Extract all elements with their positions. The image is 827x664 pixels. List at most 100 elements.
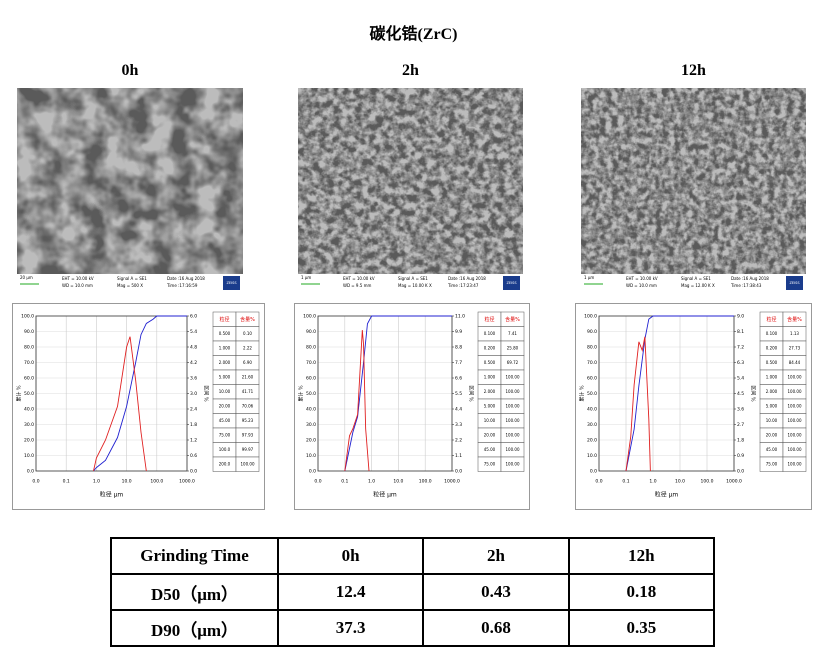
table-value: 100.0 [219, 447, 231, 452]
y2-tick-label: 6.3 [737, 360, 744, 366]
table-header: 粒径 [766, 316, 776, 323]
table-value: 0.500 [766, 360, 778, 365]
table-value: 100.00 [506, 461, 520, 466]
info-bar [581, 274, 806, 292]
x-tick-label: 10.0 [675, 479, 685, 485]
y-tick-label: 60.0 [587, 376, 597, 382]
table-value: 100.00 [506, 403, 520, 408]
sem-info: Time :17:16:59 [166, 283, 198, 288]
psd-chart: 0.0 10.0 20.0 30.0 40.0 50.0 60.0 70.0 80.0 90.0 1… [575, 303, 812, 510]
x-tick-label: 100.0 [150, 479, 163, 485]
table-value: 2.000 [219, 360, 231, 365]
table-value: 0.200 [484, 345, 496, 350]
cell: D50（μm） [110, 573, 279, 611]
y-tick-label: 20.0 [306, 438, 316, 444]
table-value: 5.000 [219, 374, 231, 379]
table-value: 100.00 [506, 418, 520, 423]
y2-tick-label: 0.6 [190, 453, 197, 459]
table-value: 100.00 [241, 461, 255, 466]
y-tick-label: 30.0 [587, 422, 597, 428]
sem-image: 1 μm EHT = 10.00 kV WD = 9.5 mm Signal A = … [298, 88, 523, 292]
y2-axis-label: 区间 % [203, 385, 210, 402]
plot-frame [35, 315, 188, 472]
table-value: 1.000 [219, 345, 231, 350]
header-cell: 0h [276, 537, 425, 575]
cell: 37.3 [276, 609, 425, 647]
x-tick-label: 1000.0 [179, 479, 195, 485]
sem-info: Signal A = SE1 [117, 276, 147, 281]
x-axis-label: 粒径 μm [655, 491, 679, 499]
y-tick-label: 10.0 [306, 453, 316, 459]
y-tick-label: 50.0 [587, 391, 597, 397]
y-axis-label: 累计 % [579, 385, 586, 402]
x-tick-label: 0.1 [622, 479, 629, 485]
sem-info: Signal A = SE1 [681, 276, 711, 281]
differential-curve [93, 336, 147, 472]
table-value: 100.00 [506, 374, 520, 379]
table-value: 2.22 [243, 345, 252, 350]
table-cell [782, 456, 807, 472]
sem-info: Signal A = SE1 [398, 276, 428, 281]
y2-tick-label: 0.0 [455, 469, 462, 475]
table-value: 45.00 [484, 447, 496, 452]
table-value: 100.00 [788, 403, 802, 408]
y2-tick-label: 4.5 [737, 391, 744, 397]
sem-info: Mag = 12.00 K X [681, 283, 715, 288]
y-tick-label: 0.0 [27, 469, 34, 475]
scale-label: 1 μm [584, 275, 594, 280]
sem-info: Mag = 500 X [117, 283, 143, 288]
sem-info: Date :16 Aug 2018 [448, 276, 486, 281]
x-tick-label: 10.0 [122, 479, 132, 485]
table-header: 含量% [240, 316, 255, 323]
table-value: 84.44 [789, 360, 801, 365]
info-bar [298, 274, 523, 292]
y2-tick-label: 1.8 [737, 438, 744, 444]
table-row: D90（μm） 37.3 0.68 0.35 [110, 609, 716, 647]
y2-tick-label: 1.2 [190, 438, 197, 444]
y-tick-label: 30.0 [24, 422, 34, 428]
x-axis-label: 粒径 μm [373, 491, 397, 499]
logo-box [503, 276, 520, 290]
table-value: 20.00 [766, 432, 778, 437]
table-value: 20.00 [219, 403, 231, 408]
table-value: 10.00 [484, 418, 496, 423]
panel-label: 0h [121, 62, 139, 79]
y2-axis-label: 区间 % [468, 385, 475, 402]
logo-text: ZEISS [506, 281, 517, 285]
table-value: 97.93 [242, 432, 254, 437]
sem-info: EHT = 10.00 kV [62, 276, 94, 281]
x-axis-label: 粒径 μm [100, 491, 124, 499]
x-tick-label: 1.0 [93, 479, 100, 485]
table-value: 100.00 [788, 389, 802, 394]
y2-tick-label: 3.0 [190, 391, 197, 397]
table-cell [235, 456, 260, 472]
psd-chart: 0.0 10.0 20.0 30.0 40.0 50.0 60.0 70.0 80.0 90.0 1… [12, 303, 265, 510]
sem-image: 1 μm EHT = 10.00 kV WD = 10.0 mm Signal A =… [581, 88, 806, 292]
x-tick-label: 0.0 [314, 479, 321, 485]
table-value: 75.00 [484, 461, 496, 466]
table-value: 45.00 [219, 418, 231, 423]
y2-tick-label: 3.6 [737, 407, 744, 413]
y2-tick-label: 1.1 [455, 453, 462, 459]
sem-info: WD = 10.0 mm [62, 283, 93, 288]
sem-grains [581, 88, 806, 274]
y-tick-label: 20.0 [587, 438, 597, 444]
y-tick-label: 0.0 [309, 469, 316, 475]
table-header: Grinding Time 0h 2h 12h [110, 537, 716, 575]
panel-label: 12h [681, 62, 706, 79]
y-tick-label: 40.0 [306, 407, 316, 413]
sem-info: EHT = 10.00 kV [343, 276, 375, 281]
x-tick-label: 0.0 [32, 479, 39, 485]
y-axis-label: 累计 % [16, 385, 23, 402]
table-value: 21.60 [242, 374, 254, 379]
x-tick-label: 1.0 [649, 479, 656, 485]
table-cell [500, 456, 525, 472]
y-tick-label: 70.0 [587, 360, 597, 366]
table-value: 0.100 [484, 331, 496, 336]
table-value: 5.000 [484, 403, 496, 408]
y2-tick-label: 4.8 [190, 345, 197, 351]
x-tick-label: 1000.0 [726, 479, 742, 485]
y2-tick-label: 7.7 [455, 360, 462, 366]
y2-tick-label: 0.9 [737, 453, 744, 459]
sem-info: WD = 9.5 mm [343, 283, 371, 288]
